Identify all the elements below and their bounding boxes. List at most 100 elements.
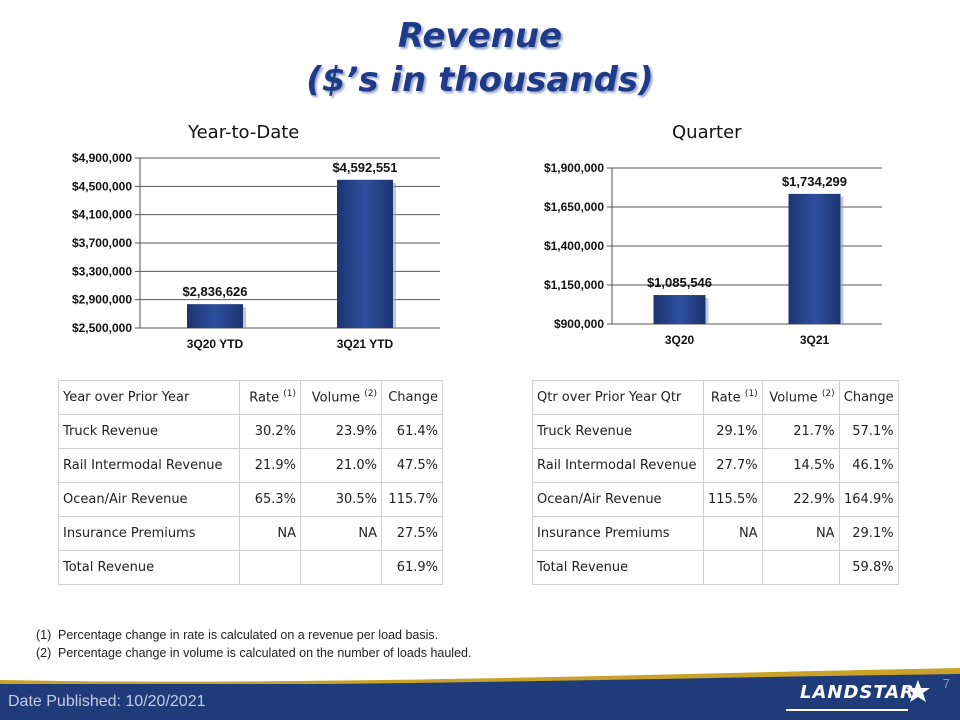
bar <box>337 179 393 328</box>
y-tick-label: $3,300,000 <box>72 264 132 278</box>
table-row: Total Revenue 61.9% <box>58 550 443 585</box>
table-header: Volume <box>769 390 818 406</box>
change-cell: 29.1% <box>838 516 899 551</box>
rate-cell: 21.9% <box>239 448 301 483</box>
volume-cell: 14.5% <box>761 448 840 483</box>
slide-subtitle: ($’s in thousands) <box>306 60 654 100</box>
star-icon <box>906 680 930 702</box>
table-row: Rail Intermodal Revenue 21.9% 21.0% 47.5% <box>58 448 443 483</box>
change-cell: 61.4% <box>381 414 443 449</box>
volume-cell: 21.0% <box>300 448 382 483</box>
row-label: Insurance Premiums <box>58 516 240 551</box>
rate-cell: 115.5% <box>703 482 763 517</box>
table-header: Change <box>381 380 443 415</box>
table-row: Truck Revenue 30.2% 23.9% 61.4% <box>58 414 443 449</box>
change-cell: 59.8% <box>838 550 899 585</box>
row-label: Ocean/Air Revenue <box>532 482 704 517</box>
footnote-ref: (2) <box>821 389 835 400</box>
footnote-number: (1) <box>36 628 52 642</box>
rate-cell: NA <box>239 516 301 551</box>
quarter-revenue-chart: $900,000 $1,150,000 $1,400,000 $1,650,000 $1… <box>544 161 882 347</box>
data-label: $4,592,551 <box>332 160 397 175</box>
change-cell: 27.5% <box>381 516 443 551</box>
table-header: Rate <box>249 390 280 406</box>
x-tick-label: 3Q21 <box>800 333 830 347</box>
footnote-ref: (1) <box>283 389 296 400</box>
x-tick-label: 3Q20 <box>665 333 695 347</box>
row-label: Insurance Premiums <box>532 516 704 551</box>
change-cell: 46.1% <box>838 448 899 483</box>
rate-cell <box>703 550 763 585</box>
x-tick-label: 3Q21 YTD <box>337 337 394 351</box>
volume-cell: NA <box>300 516 382 551</box>
volume-cell: 22.9% <box>761 482 840 517</box>
volume-cell: 21.7% <box>761 414 840 449</box>
y-tick-label: $1,400,000 <box>544 239 604 253</box>
change-cell: 47.5% <box>381 448 443 483</box>
row-label: Truck Revenue <box>532 414 704 449</box>
ytd-revenue-chart: $2,500,000 $2,900,000 $3,300,000 $3,700,000… <box>72 151 440 351</box>
volume-cell: NA <box>761 516 840 551</box>
y-tick-label: $2,900,000 <box>72 293 132 307</box>
footnote-ref: (2) <box>364 389 377 400</box>
bar <box>187 304 243 328</box>
change-cell: 164.9% <box>838 482 899 517</box>
volume-cell <box>761 550 840 585</box>
ytd-comparison-table: Year over Prior Year Rate (1) Volume (2)… <box>58 380 443 585</box>
table-row: Ocean/Air Revenue 65.3% 30.5% 115.7% <box>58 482 443 517</box>
quarter-comparison-table: Qtr over Prior Year Qtr Rate (1) Volume … <box>532 380 899 585</box>
table-header: Volume <box>311 390 361 406</box>
rate-cell: 30.2% <box>239 414 301 449</box>
bar <box>653 295 706 324</box>
table-row: Ocean/Air Revenue 115.5% 22.9% 164.9% <box>532 482 899 517</box>
y-tick-label: $1,150,000 <box>544 278 604 292</box>
table-header: Qtr over Prior Year Qtr <box>532 380 704 415</box>
row-label: Rail Intermodal Revenue <box>58 448 240 483</box>
page-number: 7 <box>942 676 950 691</box>
row-label: Ocean/Air Revenue <box>58 482 240 517</box>
y-tick-label: $4,500,000 <box>72 179 132 193</box>
footnote-number: (2) <box>36 646 52 660</box>
table-header: Rate <box>710 390 741 406</box>
y-tick-label: $1,650,000 <box>544 200 604 214</box>
volume-cell: 30.5% <box>300 482 382 517</box>
rate-cell: NA <box>703 516 763 551</box>
rate-cell: 29.1% <box>703 414 763 449</box>
data-label: $2,836,626 <box>182 284 247 299</box>
y-tick-label: $900,000 <box>554 317 604 331</box>
date-published: Date Published: 10/20/2021 <box>8 693 206 710</box>
y-tick-label: $1,900,000 <box>544 161 604 175</box>
footnote-text: Percentage change in rate is calculated … <box>58 628 439 642</box>
row-label: Rail Intermodal Revenue <box>532 448 704 483</box>
volume-cell <box>300 550 382 585</box>
table-row: Truck Revenue 29.1% 21.7% 57.1% <box>532 414 899 449</box>
rate-cell: 27.7% <box>703 448 763 483</box>
table-row: Rail Intermodal Revenue 27.7% 14.5% 46.1% <box>532 448 899 483</box>
table-row: Total Revenue 59.8% <box>532 550 899 585</box>
footnote: (2) Percentage change in volume is calcul… <box>36 646 472 660</box>
footer-bar <box>0 684 960 720</box>
footnote-ref: (1) <box>744 389 758 400</box>
quarter-chart-title: Quarter <box>672 122 742 143</box>
change-cell: 61.9% <box>381 550 443 585</box>
rate-cell <box>239 550 301 585</box>
footnote: (1) Percentage change in rate is calculat… <box>36 628 439 642</box>
y-tick-label: $3,700,000 <box>72 236 132 250</box>
table-row: Insurance Premiums NA NA 29.1% <box>532 516 899 551</box>
data-label: $1,734,299 <box>782 174 847 189</box>
table-row: Insurance Premiums NA NA 27.5% <box>58 516 443 551</box>
bar <box>788 193 841 324</box>
x-tick-label: 3Q20 YTD <box>187 337 244 351</box>
y-tick-label: $4,100,000 <box>72 208 132 222</box>
slide-title: Revenue <box>397 16 563 56</box>
table-header: Year over Prior Year <box>58 380 240 415</box>
footnote-text: Percentage change in volume is calculate… <box>58 646 472 660</box>
change-cell: 115.7% <box>381 482 443 517</box>
volume-cell: 23.9% <box>300 414 382 449</box>
landstar-logo-text: LANDSTAR <box>800 682 916 703</box>
table-header: Change <box>838 380 899 415</box>
data-label: $1,085,546 <box>647 275 712 290</box>
y-tick-label: $2,500,000 <box>72 321 132 335</box>
rate-cell: 65.3% <box>239 482 301 517</box>
change-cell: 57.1% <box>838 414 899 449</box>
